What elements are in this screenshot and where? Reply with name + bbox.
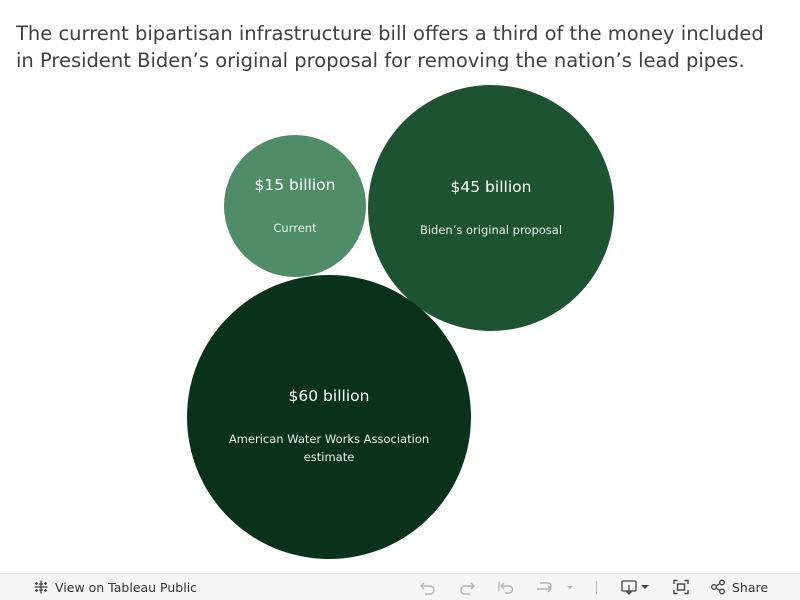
revert-icon (497, 579, 515, 595)
revert-button[interactable] (497, 574, 515, 600)
tableau-toolbar: View on Tableau Public (0, 573, 800, 600)
pause-dropdown-button[interactable] (565, 574, 575, 600)
fullscreen-button[interactable] (672, 574, 690, 600)
bubble-american-water-works-association-estimate[interactable] (187, 275, 471, 559)
redo-icon (458, 579, 476, 595)
undo-button[interactable] (419, 574, 437, 600)
chart-title: The current bipartisan infrastructure bi… (16, 22, 764, 72)
pause-dropdown-icon (565, 579, 575, 595)
bubble-value-label: $45 billion (451, 178, 532, 196)
share-button[interactable]: Share (710, 574, 768, 600)
bubble-category-label: Current (273, 221, 317, 235)
refresh-icon (535, 579, 553, 595)
bubble-current[interactable] (224, 135, 366, 277)
share-icon (710, 579, 726, 595)
download-button[interactable] (620, 574, 650, 600)
bubble-category-label: estimate (304, 450, 355, 464)
bubble-category-label: American Water Works Association (229, 432, 429, 446)
download-icon (620, 579, 650, 595)
bubble-biden-s-original-proposal[interactable] (368, 85, 614, 331)
view-on-tableau-link[interactable]: View on Tableau Public (33, 574, 197, 600)
bubble-chart: $15 billion Current $45 billion Biden’s ori… (187, 85, 614, 559)
refresh-button[interactable] (535, 574, 553, 600)
redo-button[interactable] (458, 574, 476, 600)
tableau-logo-icon (33, 579, 49, 595)
bubble-value-label: $15 billion (255, 176, 336, 194)
viz-area: The current bipartisan infrastructure bi… (16, 22, 764, 559)
view-on-tableau-label: View on Tableau Public (55, 579, 198, 595)
share-label: Share (732, 579, 769, 595)
toolbar-separator (596, 581, 597, 594)
fullscreen-icon (672, 579, 690, 595)
bubble-category-label: Biden’s original proposal (420, 223, 562, 237)
bubble-value-label: $60 billion (289, 387, 370, 405)
undo-icon (419, 579, 437, 595)
